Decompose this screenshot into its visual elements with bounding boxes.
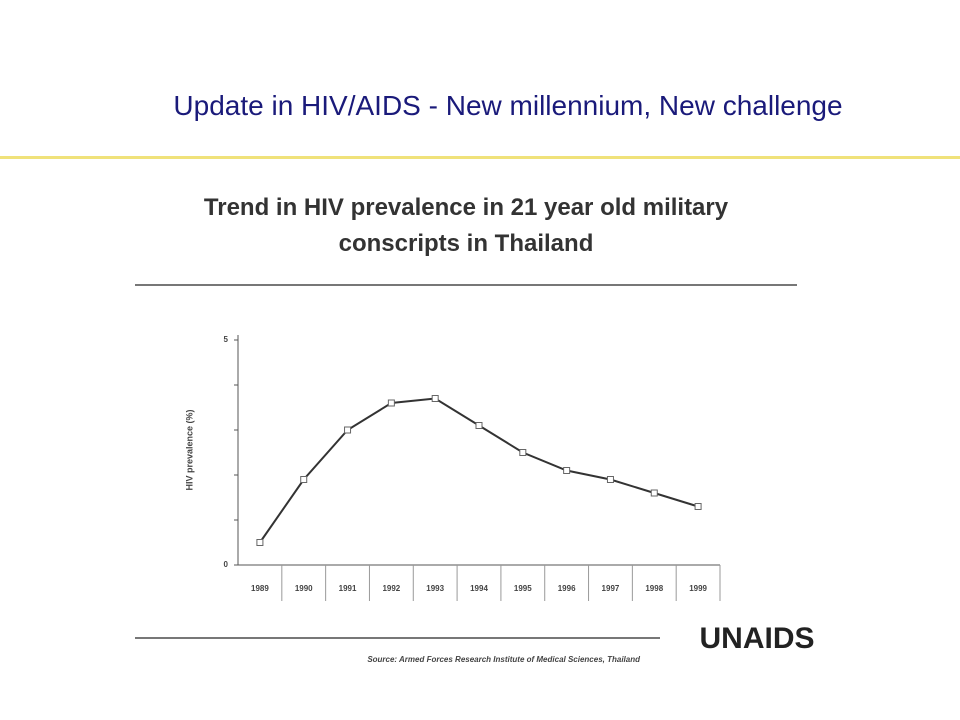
x-tick-label: 1989 bbox=[251, 584, 269, 593]
divider bbox=[0, 156, 960, 159]
x-tick-label: 1999 bbox=[689, 584, 707, 593]
marker bbox=[431, 395, 439, 402]
x-tick-label: 1996 bbox=[558, 584, 576, 593]
marker bbox=[256, 539, 264, 546]
y-tick-label: 0 bbox=[224, 560, 229, 569]
chart-title: Trend in HIV prevalence in 21 year old m… bbox=[203, 194, 729, 257]
x-tick-label: 1990 bbox=[295, 584, 313, 593]
marker bbox=[475, 422, 483, 429]
line bbox=[259, 397, 699, 544]
logo: UNAIDS bbox=[699, 622, 814, 655]
x-tick-label: 1993 bbox=[426, 584, 444, 593]
x-tick-label: 1995 bbox=[514, 584, 532, 593]
x-tick-label: 1997 bbox=[602, 584, 620, 593]
marker bbox=[300, 476, 308, 483]
marker bbox=[563, 467, 571, 474]
marker bbox=[650, 489, 658, 497]
x-tick-label: 1998 bbox=[645, 584, 663, 593]
marker bbox=[694, 503, 702, 510]
marker bbox=[519, 449, 527, 456]
slide-title: Update in HIV/AIDS - New millennium, New… bbox=[173, 90, 843, 121]
marker bbox=[344, 426, 352, 434]
source: Source: Armed Forces Research Institute … bbox=[367, 655, 641, 664]
x-tick-label: 1992 bbox=[382, 584, 400, 593]
y-tick-label: 5 bbox=[224, 335, 229, 344]
y-axis-label: HIV prevalence (%) bbox=[184, 409, 194, 490]
marker bbox=[606, 476, 614, 483]
x-tick-label: 1991 bbox=[339, 584, 357, 593]
marker bbox=[387, 399, 395, 407]
x-tick-label: 1994 bbox=[470, 584, 488, 593]
